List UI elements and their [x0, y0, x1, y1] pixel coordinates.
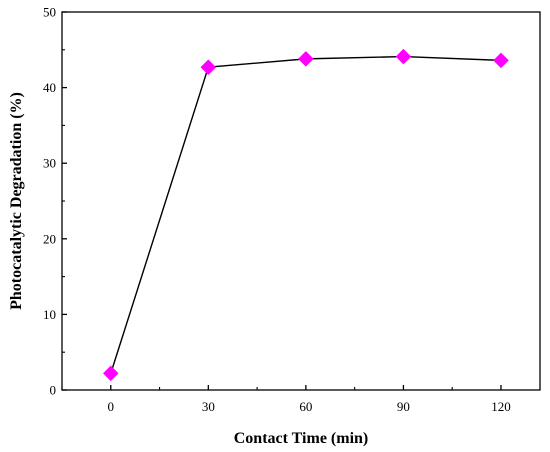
plot-frame	[61, 11, 541, 391]
y-tick-label: 0	[50, 383, 57, 398]
x-tick-label: 60	[299, 399, 312, 414]
data-point-marker	[493, 52, 509, 69]
data-point-marker	[102, 365, 119, 382]
data-point-marker	[395, 48, 412, 65]
y-tick-label: 20	[43, 231, 56, 246]
series-line	[110, 55, 502, 374]
y-axis-label: Photocatalytic Degradation (%)	[8, 92, 25, 310]
y-tick-label: 10	[43, 307, 56, 322]
y-tick-label: 50	[43, 5, 56, 20]
y-axis-ticks: 0 10 20 30 40 50	[43, 5, 67, 398]
x-axis-label: Contact Time (min)	[234, 430, 369, 447]
x-tick-label: 30	[202, 399, 215, 414]
y-tick-label: 40	[43, 80, 56, 95]
data-point-marker	[298, 51, 314, 67]
y-tick-label: 30	[43, 156, 56, 171]
x-tick-label: 120	[491, 399, 511, 414]
x-axis-ticks: 0 30 60 90 120	[61, 385, 511, 414]
series-layer	[102, 48, 509, 382]
x-tick-label: 0	[108, 399, 115, 414]
x-tick-label: 90	[397, 399, 410, 414]
data-point-marker	[200, 59, 217, 76]
